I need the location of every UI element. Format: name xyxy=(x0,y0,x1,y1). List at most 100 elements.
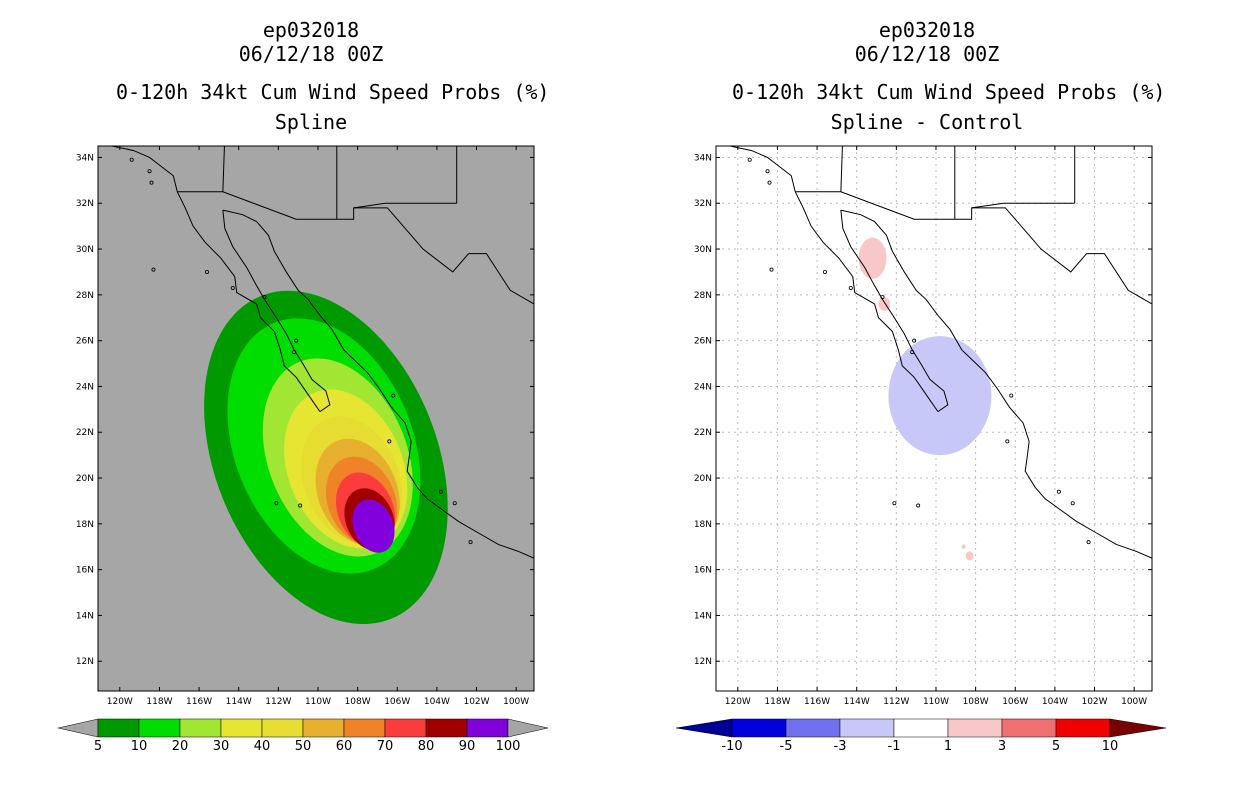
island-0 xyxy=(765,169,770,174)
colorbar-box xyxy=(893,718,949,738)
colorbar-box xyxy=(343,718,386,738)
colorbar-label: 3 xyxy=(998,739,1006,754)
left-datetime: 06/12/18 00Z xyxy=(238,42,384,66)
y-tick-label: 14N xyxy=(694,611,712,621)
colorbar-label: -10 xyxy=(721,739,742,754)
left-subtitle: Spline xyxy=(274,110,348,134)
y-tick-label: 12N xyxy=(76,657,94,667)
island-1 xyxy=(149,180,154,185)
island-5 xyxy=(848,285,853,290)
island-12 xyxy=(468,540,473,545)
island-3 xyxy=(823,269,828,274)
colorbar-label: -1 xyxy=(888,739,901,754)
colorbar-label: -3 xyxy=(834,739,847,754)
plot-frame xyxy=(97,145,535,692)
y-tick-label: 16N xyxy=(694,566,712,576)
colorbar-box xyxy=(1001,718,1057,738)
contour-90 xyxy=(352,499,395,553)
y-tick-label: 18N xyxy=(76,520,94,530)
anomaly-area-3 xyxy=(965,551,974,561)
x-tick-label: 116W xyxy=(186,697,212,707)
colorbar: -10 -5 -3 -1 1 3 5 10 xyxy=(675,718,1167,754)
island-9 xyxy=(910,350,915,355)
right-storm-id: ep032018 xyxy=(878,18,976,42)
island-6 xyxy=(916,503,921,508)
colorbar-box xyxy=(466,718,509,738)
colorbar-high-arrow xyxy=(1109,718,1167,738)
island-3 xyxy=(204,269,209,274)
y-tick-label: 12N xyxy=(694,657,712,667)
y-tick-label: 30N xyxy=(694,245,712,255)
colorbar-label: 50 xyxy=(295,739,312,754)
coastline-baja-east xyxy=(840,210,949,413)
colorbar-label: 10 xyxy=(131,739,148,754)
y-tick-label: 34N xyxy=(694,153,712,163)
island-11 xyxy=(438,489,443,494)
island-10 xyxy=(452,501,457,506)
colorbar-box xyxy=(179,718,222,738)
y-tick-label: 14N xyxy=(76,611,94,621)
x-tick-label: 118W xyxy=(764,697,790,707)
island-2 xyxy=(129,157,134,162)
plot-area xyxy=(111,146,534,625)
island-10 xyxy=(1070,501,1075,506)
island-14 xyxy=(892,501,897,506)
colorbar-box xyxy=(1055,718,1111,738)
left-title: 0-120h 34kt Cum Wind Speed Probs (%) xyxy=(116,80,550,104)
x-tick-label: 116W xyxy=(804,697,830,707)
x-tick-label: 118W xyxy=(146,697,172,707)
island-12 xyxy=(1086,540,1091,545)
island-9 xyxy=(292,350,297,355)
island-8 xyxy=(294,338,299,343)
border-us-mexico xyxy=(177,191,534,305)
colorbar-label: -5 xyxy=(780,739,793,754)
border-us-mexico xyxy=(795,191,1152,305)
colorbar-label: 5 xyxy=(94,739,102,754)
y-tick-label: 32N xyxy=(76,199,94,209)
y-tick-label: 16N xyxy=(76,566,94,576)
plot-frame xyxy=(715,145,1153,692)
right-subtitle: Spline - Control xyxy=(830,110,1024,134)
y-tick-label: 26N xyxy=(694,337,712,347)
x-tick-label: 114W xyxy=(226,697,252,707)
island-7 xyxy=(262,295,267,300)
x-tick-label: 112W xyxy=(883,697,909,707)
panel-0: 120W 118W 116W 114W 112W 110W 108W 106W 104W 102W… xyxy=(57,145,549,754)
island-7 xyxy=(880,295,885,300)
state-line-3 xyxy=(971,202,1075,209)
x-tick-label: 108W xyxy=(963,697,989,707)
island-4 xyxy=(769,267,774,272)
plot-area xyxy=(716,146,1152,691)
x-tick-label: 106W xyxy=(384,697,410,707)
x-tick-label: 120W xyxy=(107,697,133,707)
x-tick-label: 104W xyxy=(424,697,450,707)
y-tick-label: 30N xyxy=(76,245,94,255)
island-11 xyxy=(1056,489,1061,494)
anomaly-area-0 xyxy=(888,336,992,456)
y-tick-label: 20N xyxy=(76,474,94,484)
island-2 xyxy=(747,157,752,162)
right-datetime: 06/12/18 00Z xyxy=(854,42,1000,66)
island-15 xyxy=(391,393,396,398)
x-tick-label: 112W xyxy=(265,697,291,707)
coastline-mainland xyxy=(222,209,534,559)
colorbar-label: 5 xyxy=(1052,739,1060,754)
colorbar-box xyxy=(220,718,263,738)
panel-1: 120W 118W 116W 114W 112W 110W 108W 106W 104W 102W… xyxy=(675,145,1167,754)
island-5 xyxy=(230,285,235,290)
y-tick-label: 24N xyxy=(76,382,94,392)
island-15 xyxy=(1009,393,1014,398)
colorbar-label: 90 xyxy=(459,739,476,754)
colorbar-box xyxy=(731,718,787,738)
colorbar-label: 20 xyxy=(172,739,189,754)
y-tick-label: 28N xyxy=(76,291,94,301)
colorbar-label: 80 xyxy=(418,739,435,754)
y-tick-label: 32N xyxy=(694,199,712,209)
y-tick-label: 24N xyxy=(694,382,712,392)
x-tick-label: 120W xyxy=(725,697,751,707)
colorbar-low-arrow xyxy=(675,718,733,738)
colorbar-label: 40 xyxy=(254,739,271,754)
left-storm-id: ep032018 xyxy=(262,18,360,42)
coastline-baja-east xyxy=(222,210,331,413)
anomaly-area-4 xyxy=(961,544,966,550)
